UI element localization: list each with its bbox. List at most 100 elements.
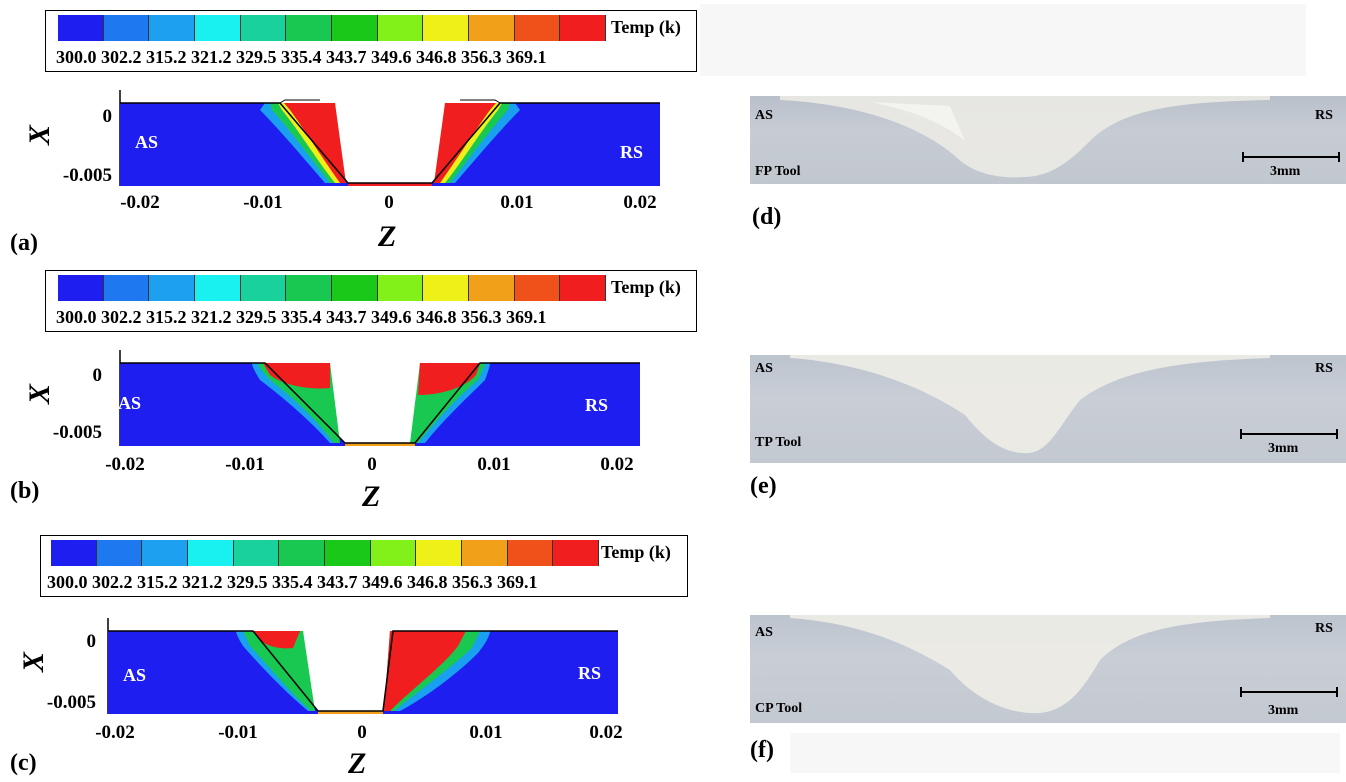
y-tick-c-0: 0: [86, 631, 97, 652]
contour-plot-a: [119, 90, 660, 186]
panel-label-f: (f): [750, 737, 774, 763]
z-tick-a-0: -0.02: [120, 192, 160, 213]
z-tick-a-2: 0: [384, 192, 394, 213]
legend-swatch-3: [188, 540, 234, 566]
legend-swatch-11: [560, 15, 607, 41]
legend-swatch-5: [286, 15, 333, 41]
legend-swatch-10: [514, 15, 561, 41]
z-tick-c-1: -0.01: [218, 722, 258, 743]
macrograph-f: AS RS CP Tool 3mm: [750, 615, 1346, 723]
legend-swatch-3: [195, 275, 241, 301]
scale-bar-e: [1240, 429, 1338, 439]
legend-swatch-0: [51, 540, 97, 566]
legend-swatch-2: [149, 275, 196, 301]
weld-nugget-e: [790, 355, 1270, 454]
y-tick-c-1: -0.005: [46, 692, 96, 713]
legend-swatch-4: [240, 275, 287, 301]
rs-label-f: RS: [1315, 621, 1333, 636]
legend-title: Temp (k): [611, 277, 681, 297]
tool-label-f: CP Tool: [755, 701, 803, 716]
z-tick-c-4: 0.02: [589, 722, 623, 743]
legend-swatch-10: [507, 540, 554, 566]
legend-swatch-0: [58, 15, 104, 41]
legend-values: 300.0 302.2 315.2 321.2 329.5 335.4 343.…: [56, 307, 547, 327]
legend-swatches: [58, 15, 607, 41]
as-label-e: AS: [755, 361, 773, 376]
scale-label-f: 3mm: [1268, 703, 1299, 718]
scale-bar-f: [1240, 687, 1338, 697]
photo-bg-strip-top: [700, 4, 1306, 76]
rs-label-e: RS: [1315, 361, 1333, 376]
panel-label-d: (d): [752, 204, 782, 230]
z-tick-c-0: -0.02: [95, 722, 135, 743]
rs-label-b: RS: [585, 395, 609, 415]
z-tick-b-0: -0.02: [105, 454, 145, 475]
as-label-b: AS: [118, 393, 142, 413]
legend-swatch-9: [469, 275, 515, 301]
panel-c: Temp (k) 300.0 302.2 315.2 321.2 329.5 3…: [0, 530, 688, 782]
tool-label-e: TP Tool: [755, 435, 802, 450]
legend-swatch-5: [286, 275, 333, 301]
panel-label-a: (a): [10, 230, 38, 256]
legend-swatch-2: [142, 540, 189, 566]
weld-nugget-d: [780, 96, 1270, 178]
contour-plot-b: [119, 350, 640, 446]
legend-swatch-4: [233, 540, 280, 566]
legend-swatch-5: [279, 540, 326, 566]
y-tick-b-1: -0.005: [52, 422, 102, 443]
z-axis-label-a: Z: [378, 220, 397, 253]
legend-swatch-8: [423, 15, 470, 41]
legend-c: Temp (k) 300.0 302.2 315.2 321.2 329.5 3…: [40, 535, 688, 597]
panel-label-b: (b): [10, 478, 40, 504]
legend-title: Temp (k): [611, 17, 681, 37]
as-label-c: AS: [123, 665, 147, 685]
z-tick-c-2: 0: [357, 722, 367, 743]
z-tick-b-1: -0.01: [225, 454, 265, 475]
legend-swatch-10: [514, 275, 561, 301]
legend-swatch-7: [370, 540, 417, 566]
as-label-f: AS: [755, 625, 773, 640]
z-axis-label-c: Z: [348, 747, 367, 780]
legend-swatch-6: [325, 540, 371, 566]
z-tick-b-3: 0.01: [477, 454, 511, 475]
as-label-d: AS: [755, 108, 773, 123]
panel-a: Temp (k) 300.0 302.2 315.2 321.2 329.5 3…: [0, 0, 697, 260]
z-tick-b-2: 0: [367, 454, 377, 475]
z-axis-label-b: Z: [362, 480, 381, 513]
legend-swatches: [51, 540, 600, 566]
legend-swatches: [58, 275, 607, 301]
legend-swatch-11: [553, 540, 600, 566]
y-tick-a-0: 0: [102, 106, 113, 127]
scale-bar-d: [1242, 152, 1340, 162]
legend-values: 300.0 302.2 315.2 321.2 329.5 335.4 343.…: [56, 47, 547, 67]
legend-a: Temp (k) 300.0 302.2 315.2 321.2 329.5 3…: [45, 10, 697, 72]
legend-swatch-1: [103, 275, 150, 301]
y-tick-a-1: -0.005: [62, 165, 112, 186]
legend-swatch-4: [240, 15, 287, 41]
panel-b: Temp (k) 300.0 302.2 315.2 321.2 329.5 3…: [0, 265, 697, 525]
scale-label-e: 3mm: [1268, 441, 1299, 456]
legend-swatch-6: [332, 275, 378, 301]
panel-label-c: (c): [10, 750, 37, 776]
as-label-a: AS: [135, 132, 159, 152]
legend-swatch-9: [462, 540, 508, 566]
legend-swatch-2: [149, 15, 196, 41]
z-tick-a-1: -0.01: [243, 192, 283, 213]
weld-nugget-f: [790, 615, 1270, 714]
legend-title: Temp (k): [601, 542, 671, 562]
rs-label-a: RS: [620, 142, 644, 162]
z-tick-a-3: 0.01: [500, 192, 534, 213]
panel-label-e: (e): [750, 473, 777, 499]
legend-swatch-3: [195, 15, 241, 41]
scale-label-d: 3mm: [1270, 164, 1301, 179]
macrograph-d: AS RS FP Tool 3mm: [750, 96, 1346, 184]
legend-swatch-8: [416, 540, 463, 566]
legend-swatch-1: [103, 15, 150, 41]
legend-swatch-9: [469, 15, 515, 41]
photo-bg-strip-bottom: [790, 733, 1340, 773]
z-tick-a-4: 0.02: [623, 192, 657, 213]
legend-swatch-6: [332, 15, 378, 41]
legend-swatch-0: [58, 275, 104, 301]
rs-label-d: RS: [1315, 108, 1333, 123]
y-tick-b-0: 0: [92, 365, 103, 386]
